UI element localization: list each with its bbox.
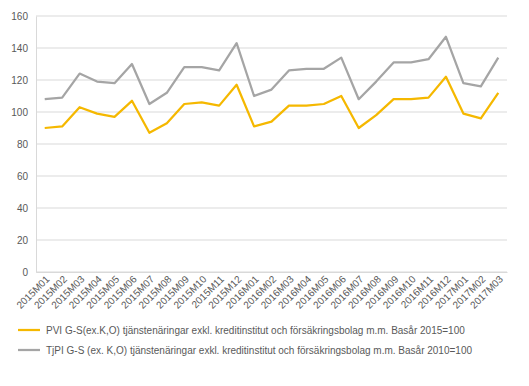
legend-label: TjPI G-S (ex. K,O) tjänstenäringar exkl.…: [46, 345, 472, 356]
legend-swatch: [18, 349, 40, 351]
y-tick-label: 140: [11, 43, 28, 54]
y-tick-label: 100: [11, 107, 28, 118]
y-tick: 120: [11, 75, 36, 86]
legend-swatch: [18, 329, 40, 331]
y-tick: 0: [22, 267, 36, 278]
y-tick-label: 60: [17, 171, 29, 182]
y-tick-label: 160: [11, 11, 28, 22]
plot: 0 20 40 60 80 100 120 140 160 2015M012015M022015M…: [11, 11, 507, 311]
series-line: [45, 37, 499, 104]
grid-line: [36, 80, 507, 81]
legend-item: PVI G-S(ex.K,O) tjänstenäringar exkl. kr…: [18, 325, 465, 336]
y-tick: 100: [11, 107, 36, 118]
legend-label: PVI G-S(ex.K,O) tjänstenäringar exkl. kr…: [46, 325, 465, 336]
legend: PVI G-S(ex.K,O) tjänstenäringar exkl. kr…: [18, 325, 472, 356]
x-axis: 2015M012015M022015M032015M042015M052015M…: [14, 272, 507, 311]
grid-line: [36, 144, 507, 145]
y-tick-label: 120: [11, 75, 28, 86]
x-tick-label: 2017M03: [468, 273, 506, 311]
grid-line: [36, 176, 507, 177]
grid-line: [36, 16, 507, 17]
y-tick: 140: [11, 43, 36, 54]
y-tick: 20: [17, 235, 36, 246]
y-tick: 60: [17, 171, 36, 182]
y-axis-line: [36, 17, 37, 273]
x-axis-line: [37, 272, 508, 273]
x-tick: 2017M03: [468, 272, 506, 311]
grid-line: [36, 208, 507, 209]
y-tick-label: 20: [17, 235, 29, 246]
y-tick-label: 0: [22, 267, 28, 278]
series-line: [45, 77, 499, 133]
lines: [45, 37, 499, 133]
y-tick-label: 80: [17, 139, 29, 150]
chart: 0 20 40 60 80 100 120 140 160 2015M012015M022015M…: [0, 0, 529, 386]
legend-item: TjPI G-S (ex. K,O) tjänstenäringar exkl.…: [18, 345, 472, 356]
grid: [36, 16, 507, 272]
y-tick: 160: [11, 11, 36, 22]
y-tick: 40: [17, 203, 36, 214]
y-tick: 80: [17, 139, 36, 150]
y-axis: 0 20 40 60 80 100 120 140 160: [11, 11, 36, 278]
grid-line: [36, 240, 507, 241]
y-tick-label: 40: [17, 203, 29, 214]
grid-line: [36, 112, 507, 113]
grid-line: [36, 272, 507, 273]
